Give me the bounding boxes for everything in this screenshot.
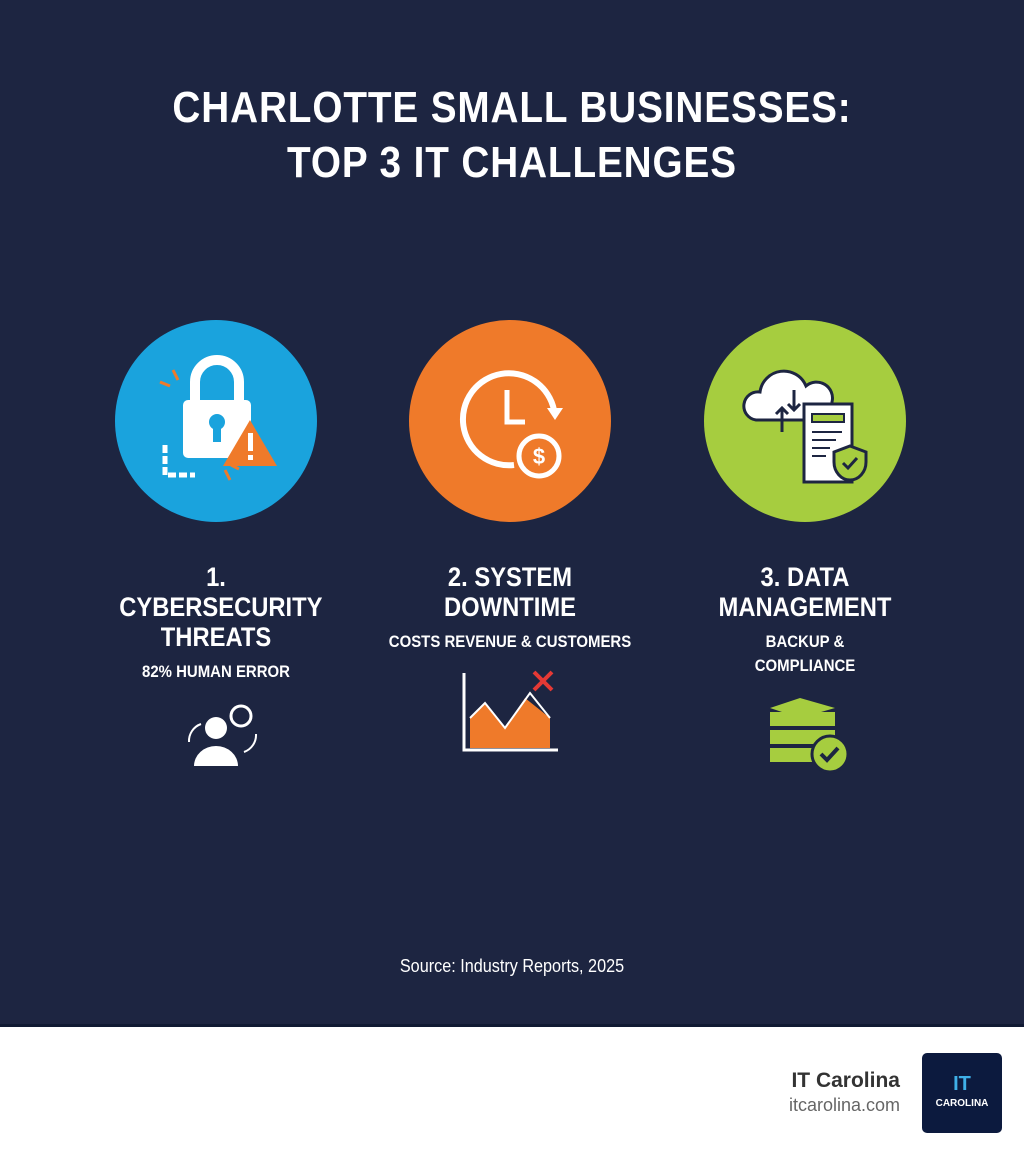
user-cycle-icon (187, 704, 258, 766)
challenge-downtime: $ 2. SYSTEM DOWNTIME COSTS REVENUE & CUS… (360, 320, 660, 763)
challenge-cybersecurity: 1. CYBERSECURITY THREATS 82% HUMAN ERROR (66, 320, 366, 774)
clock-dollar-icon: $ (459, 370, 563, 479)
page-title: CHARLOTTE SMALL BUSINESSES: TOP 3 IT CHA… (172, 83, 852, 187)
footer: IT Carolina itcarolina.com IT CAROLINA (0, 1024, 1024, 1157)
cloud-document-shield-icon (742, 369, 868, 484)
challenge-heading: 3. DATA MANAGEMENT (718, 562, 892, 622)
brand: IT Carolina itcarolina.com (789, 1069, 900, 1116)
downtime-circle: $ (409, 320, 611, 522)
challenge-heading: 1. CYBERSECURITY THREATS (119, 562, 323, 652)
brand-url[interactable]: itcarolina.com (788, 1095, 900, 1115)
challenge-subtitle: BACKUP & COMPLIANCE (754, 632, 856, 675)
challenge-subtitle: 82% HUMAN ERROR (142, 662, 290, 681)
cybersecurity-circle (115, 320, 317, 522)
it-carolina-logo: IT CAROLINA (922, 1053, 1002, 1133)
declining-chart-icon (462, 670, 558, 752)
challenge-heading: 2. SYSTEM DOWNTIME (444, 562, 576, 622)
svg-text:$: $ (533, 444, 545, 469)
challenge-subtitle: COSTS REVENUE & CUSTOMERS (388, 632, 632, 651)
database-check-icon (770, 698, 850, 774)
padlock-warning-icon (159, 355, 277, 481)
source-note: Source: Industry Reports, 2025 (399, 956, 625, 976)
challenge-data-management: 3. DATA MANAGEMENT BACKUP & COMPLIANCE (655, 320, 955, 776)
data-management-circle (704, 320, 906, 522)
brand-name: IT Carolina (791, 1069, 900, 1092)
